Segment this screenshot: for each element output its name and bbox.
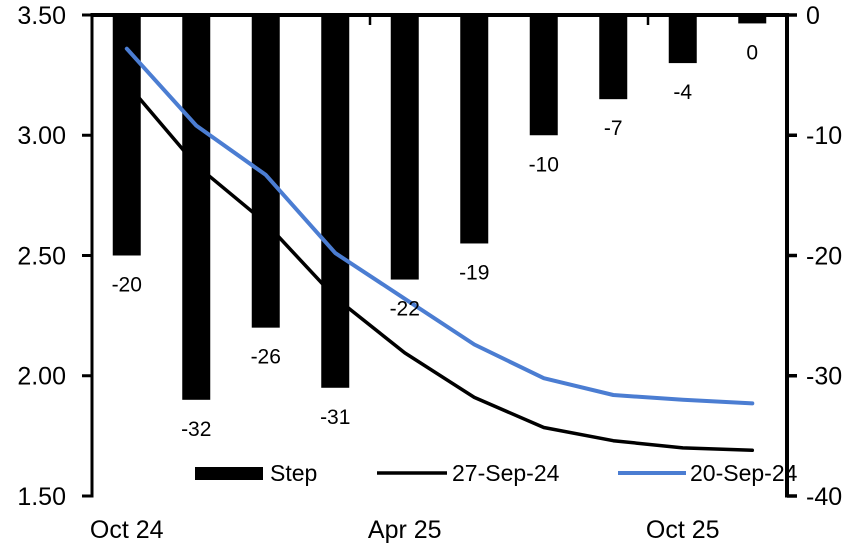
right-axis-tick-label: -30 bbox=[806, 363, 842, 391]
bar-data-label: -10 bbox=[529, 153, 559, 176]
legend-swatch-step bbox=[195, 467, 263, 480]
left-axis-tick-label: 2.50 bbox=[17, 242, 66, 270]
bar-step bbox=[599, 15, 628, 100]
bar-data-label: -19 bbox=[459, 261, 489, 284]
left-axis-tick-label: 3.50 bbox=[17, 2, 66, 30]
bar-step bbox=[668, 15, 697, 64]
left-axis-tick-label: 1.50 bbox=[17, 483, 66, 511]
legend-label: 20-Sep-24 bbox=[690, 460, 798, 486]
bar-step bbox=[321, 15, 350, 388]
right-axis-tick-label: -40 bbox=[806, 483, 842, 511]
left-axis-tick-label: 2.00 bbox=[17, 363, 66, 391]
x-axis-label: Oct 25 bbox=[646, 516, 720, 544]
x-axis-label: Apr 25 bbox=[368, 516, 442, 544]
bar-data-label: -31 bbox=[320, 406, 350, 429]
bar-data-label: -4 bbox=[673, 81, 692, 104]
bar-data-label: 0 bbox=[746, 41, 758, 64]
bar-data-label: -20 bbox=[112, 274, 142, 297]
legend-label: 27-Sep-24 bbox=[452, 460, 560, 486]
right-axis-tick-label: -20 bbox=[806, 242, 842, 270]
right-axis-tick-label: 0 bbox=[806, 2, 820, 30]
bar-data-label: -7 bbox=[604, 117, 623, 140]
bar-step bbox=[738, 15, 767, 24]
bar-data-label: -32 bbox=[181, 418, 211, 441]
bar-data-label: -22 bbox=[390, 298, 420, 321]
bar-step bbox=[460, 15, 489, 244]
left-axis-tick-label: 3.00 bbox=[17, 122, 66, 150]
right-axis-tick-label: -10 bbox=[806, 122, 842, 150]
bar-step bbox=[182, 15, 211, 400]
bar-data-label: -26 bbox=[251, 346, 281, 369]
bar-step bbox=[529, 15, 558, 136]
line-20-sep-24 bbox=[124, 46, 755, 406]
legend-label: Step bbox=[270, 460, 317, 486]
bar-step bbox=[251, 15, 280, 328]
line-27-sep-24 bbox=[125, 81, 755, 453]
bar-step bbox=[112, 15, 141, 256]
bar-step bbox=[390, 15, 419, 280]
x-axis-label: Oct 24 bbox=[90, 516, 164, 544]
